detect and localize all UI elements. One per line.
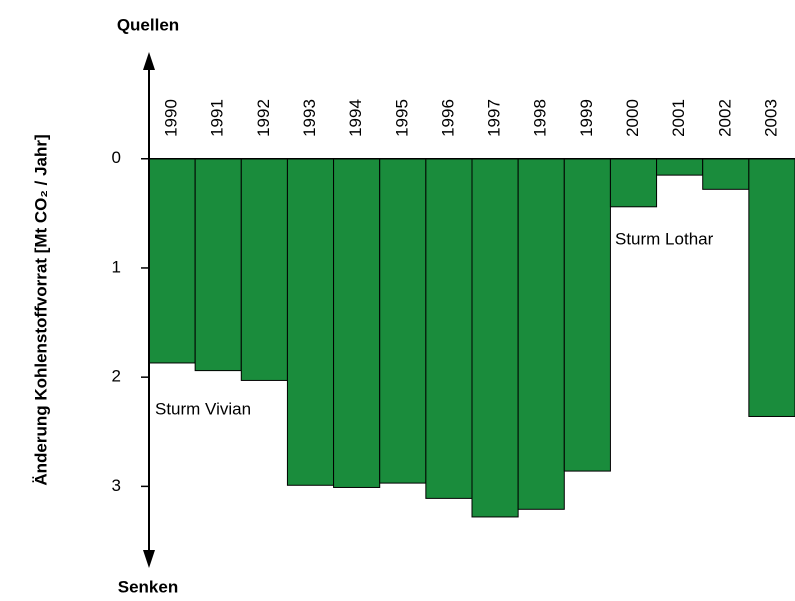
- bar: [609, 158, 658, 208]
- x-tick-label: 1999: [577, 99, 596, 137]
- x-tick-label: 1993: [300, 99, 319, 137]
- y-tick-label: 0: [112, 148, 121, 167]
- x-tick-label: 1990: [162, 99, 181, 137]
- arrow-down: [143, 550, 155, 568]
- bar: [286, 158, 335, 486]
- bar: [656, 158, 704, 176]
- bar: [425, 158, 473, 499]
- annotation: Sturm Lothar: [615, 229, 714, 248]
- bottom-label: Senken: [118, 577, 178, 596]
- bar: [194, 158, 242, 372]
- x-tick-label: 1997: [485, 99, 504, 137]
- x-tick-label: 1995: [392, 99, 411, 137]
- x-tick-label: 2002: [715, 99, 734, 137]
- bar: [148, 158, 196, 364]
- x-tick-label: 1994: [346, 99, 365, 137]
- y-axis-label: Änderung Kohlenstoffvorrat [Mt CO₂ / Jah…: [31, 134, 50, 485]
- x-tick-label: 1998: [531, 99, 550, 137]
- annotation: Sturm Vivian: [155, 399, 251, 418]
- annotation-bg: [152, 399, 284, 421]
- annotation-bg: [612, 229, 744, 251]
- bar: [240, 158, 288, 381]
- x-tick-label: 2001: [669, 99, 688, 137]
- bar: [379, 158, 427, 484]
- bar: [517, 158, 565, 510]
- x-tick-label: 2003: [761, 99, 780, 137]
- arrow-up: [143, 52, 155, 70]
- x-tick-label: 1992: [254, 99, 273, 137]
- bar: [702, 158, 750, 190]
- x-tick-label: 1996: [438, 99, 457, 137]
- bar: [333, 158, 381, 488]
- y-tick-label: 3: [112, 476, 121, 495]
- x-tick-label: 2000: [623, 99, 642, 137]
- plot-area: 1990 1991 1992 1993 1994 1995 1996 1997 1998 1999…: [112, 99, 795, 518]
- bar: [471, 158, 519, 518]
- bar: [563, 158, 611, 472]
- x-tick-label: 1991: [208, 99, 227, 137]
- bar: [748, 158, 795, 417]
- y-tick-label: 2: [112, 367, 121, 386]
- top-label: Quellen: [117, 15, 179, 34]
- y-tick-label: 1: [112, 257, 121, 276]
